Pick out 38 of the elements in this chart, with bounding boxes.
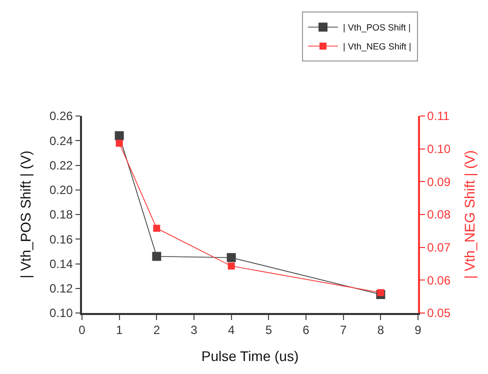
- x-tick-label: 1: [116, 323, 123, 338]
- y2-tick-label: 0.10: [427, 142, 451, 156]
- x-tick-label: 2: [153, 323, 160, 338]
- y-tick-label: 0.12: [49, 282, 74, 296]
- y-tick-label: 0.14: [49, 256, 74, 271]
- point: [152, 252, 162, 261]
- y-tick-label: 0.26: [49, 109, 74, 124]
- x-tick-label: 8: [377, 323, 384, 338]
- y-tick-label: 0.22: [49, 158, 74, 172]
- x-tick-label: 6: [302, 323, 310, 338]
- point: [226, 253, 236, 262]
- x-tick-label: 7: [340, 323, 347, 338]
- y-tick-label: 0.20: [49, 183, 74, 198]
- x-tick-label: 9: [414, 323, 422, 338]
- x-tick-label: 0: [78, 323, 86, 338]
- y2-tick-label: 0.07: [427, 240, 451, 255]
- y2-tick-label: 0.08: [427, 208, 451, 222]
- point: [116, 140, 123, 147]
- legend-label: | Vth_POS Shift |: [343, 22, 411, 33]
- y2-tick-label: 0.09: [427, 174, 451, 189]
- y2-tick-label: 0.11: [427, 109, 450, 124]
- y-axis-title: | Vth_POS Shift | (V): [18, 150, 34, 278]
- point: [153, 224, 160, 232]
- y-tick-label: 0.16: [49, 232, 74, 246]
- x-tick-label: 4: [228, 323, 235, 338]
- x-axis-title: Pulse Time (us): [201, 348, 299, 364]
- y2-tick-label: 0.05: [427, 306, 451, 320]
- y-tick-label: 0.18: [49, 208, 74, 222]
- y-tick-label: 0.10: [49, 306, 74, 320]
- x-tick-label: 3: [190, 323, 198, 338]
- point: [228, 262, 235, 270]
- y2-axis-title: | Vth_NEG Shift | (V): [462, 150, 478, 279]
- point: [377, 289, 384, 296]
- x-tick-label: 5: [265, 323, 272, 338]
- legend-label: | Vth_NEG Shift |: [343, 42, 412, 52]
- y-tick-label: 0.24: [49, 134, 74, 148]
- point: [114, 131, 124, 140]
- y2-tick-label: 0.06: [427, 273, 451, 288]
